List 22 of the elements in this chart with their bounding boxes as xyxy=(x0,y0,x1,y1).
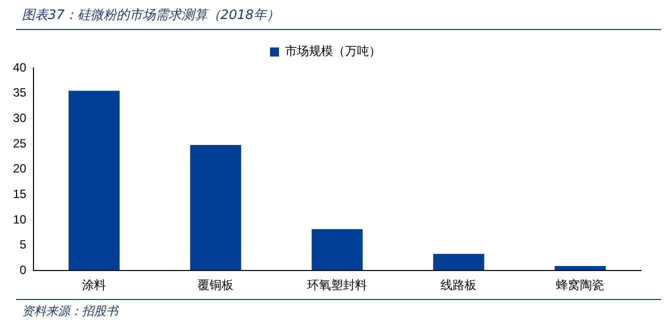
y-tick-label: 35 xyxy=(12,86,27,100)
y-tick-label: 15 xyxy=(12,186,27,201)
x-tick-label: 涂料 xyxy=(82,278,106,292)
text: 资料来源：招股书 xyxy=(22,303,118,320)
y-tick-label: 30 xyxy=(12,110,27,125)
legend-label: 市场规模（万吨） xyxy=(285,44,381,58)
bar xyxy=(433,254,484,270)
y-tick-label: 40 xyxy=(12,60,27,74)
bar xyxy=(554,266,606,270)
y-tick-label: 10 xyxy=(12,212,27,226)
y-tick-label: 5 xyxy=(20,238,27,252)
x-tick-label: 环氧塑封料 xyxy=(307,278,368,292)
chart-title: 图表37：硅微粉的市场需求测算（2018年） xyxy=(22,7,280,24)
x-tick-label: 覆铜板 xyxy=(198,278,234,292)
y-tick-label: 25 xyxy=(12,136,27,150)
x-tick-label: 线路板 xyxy=(440,278,477,292)
bar xyxy=(68,90,120,270)
bar xyxy=(190,144,242,270)
y-tick-label: 20 xyxy=(12,162,27,176)
x-tick-label: 蜂窝陶瓷 xyxy=(556,278,604,292)
y-tick-label: 0 xyxy=(20,262,27,277)
bar xyxy=(312,229,363,270)
